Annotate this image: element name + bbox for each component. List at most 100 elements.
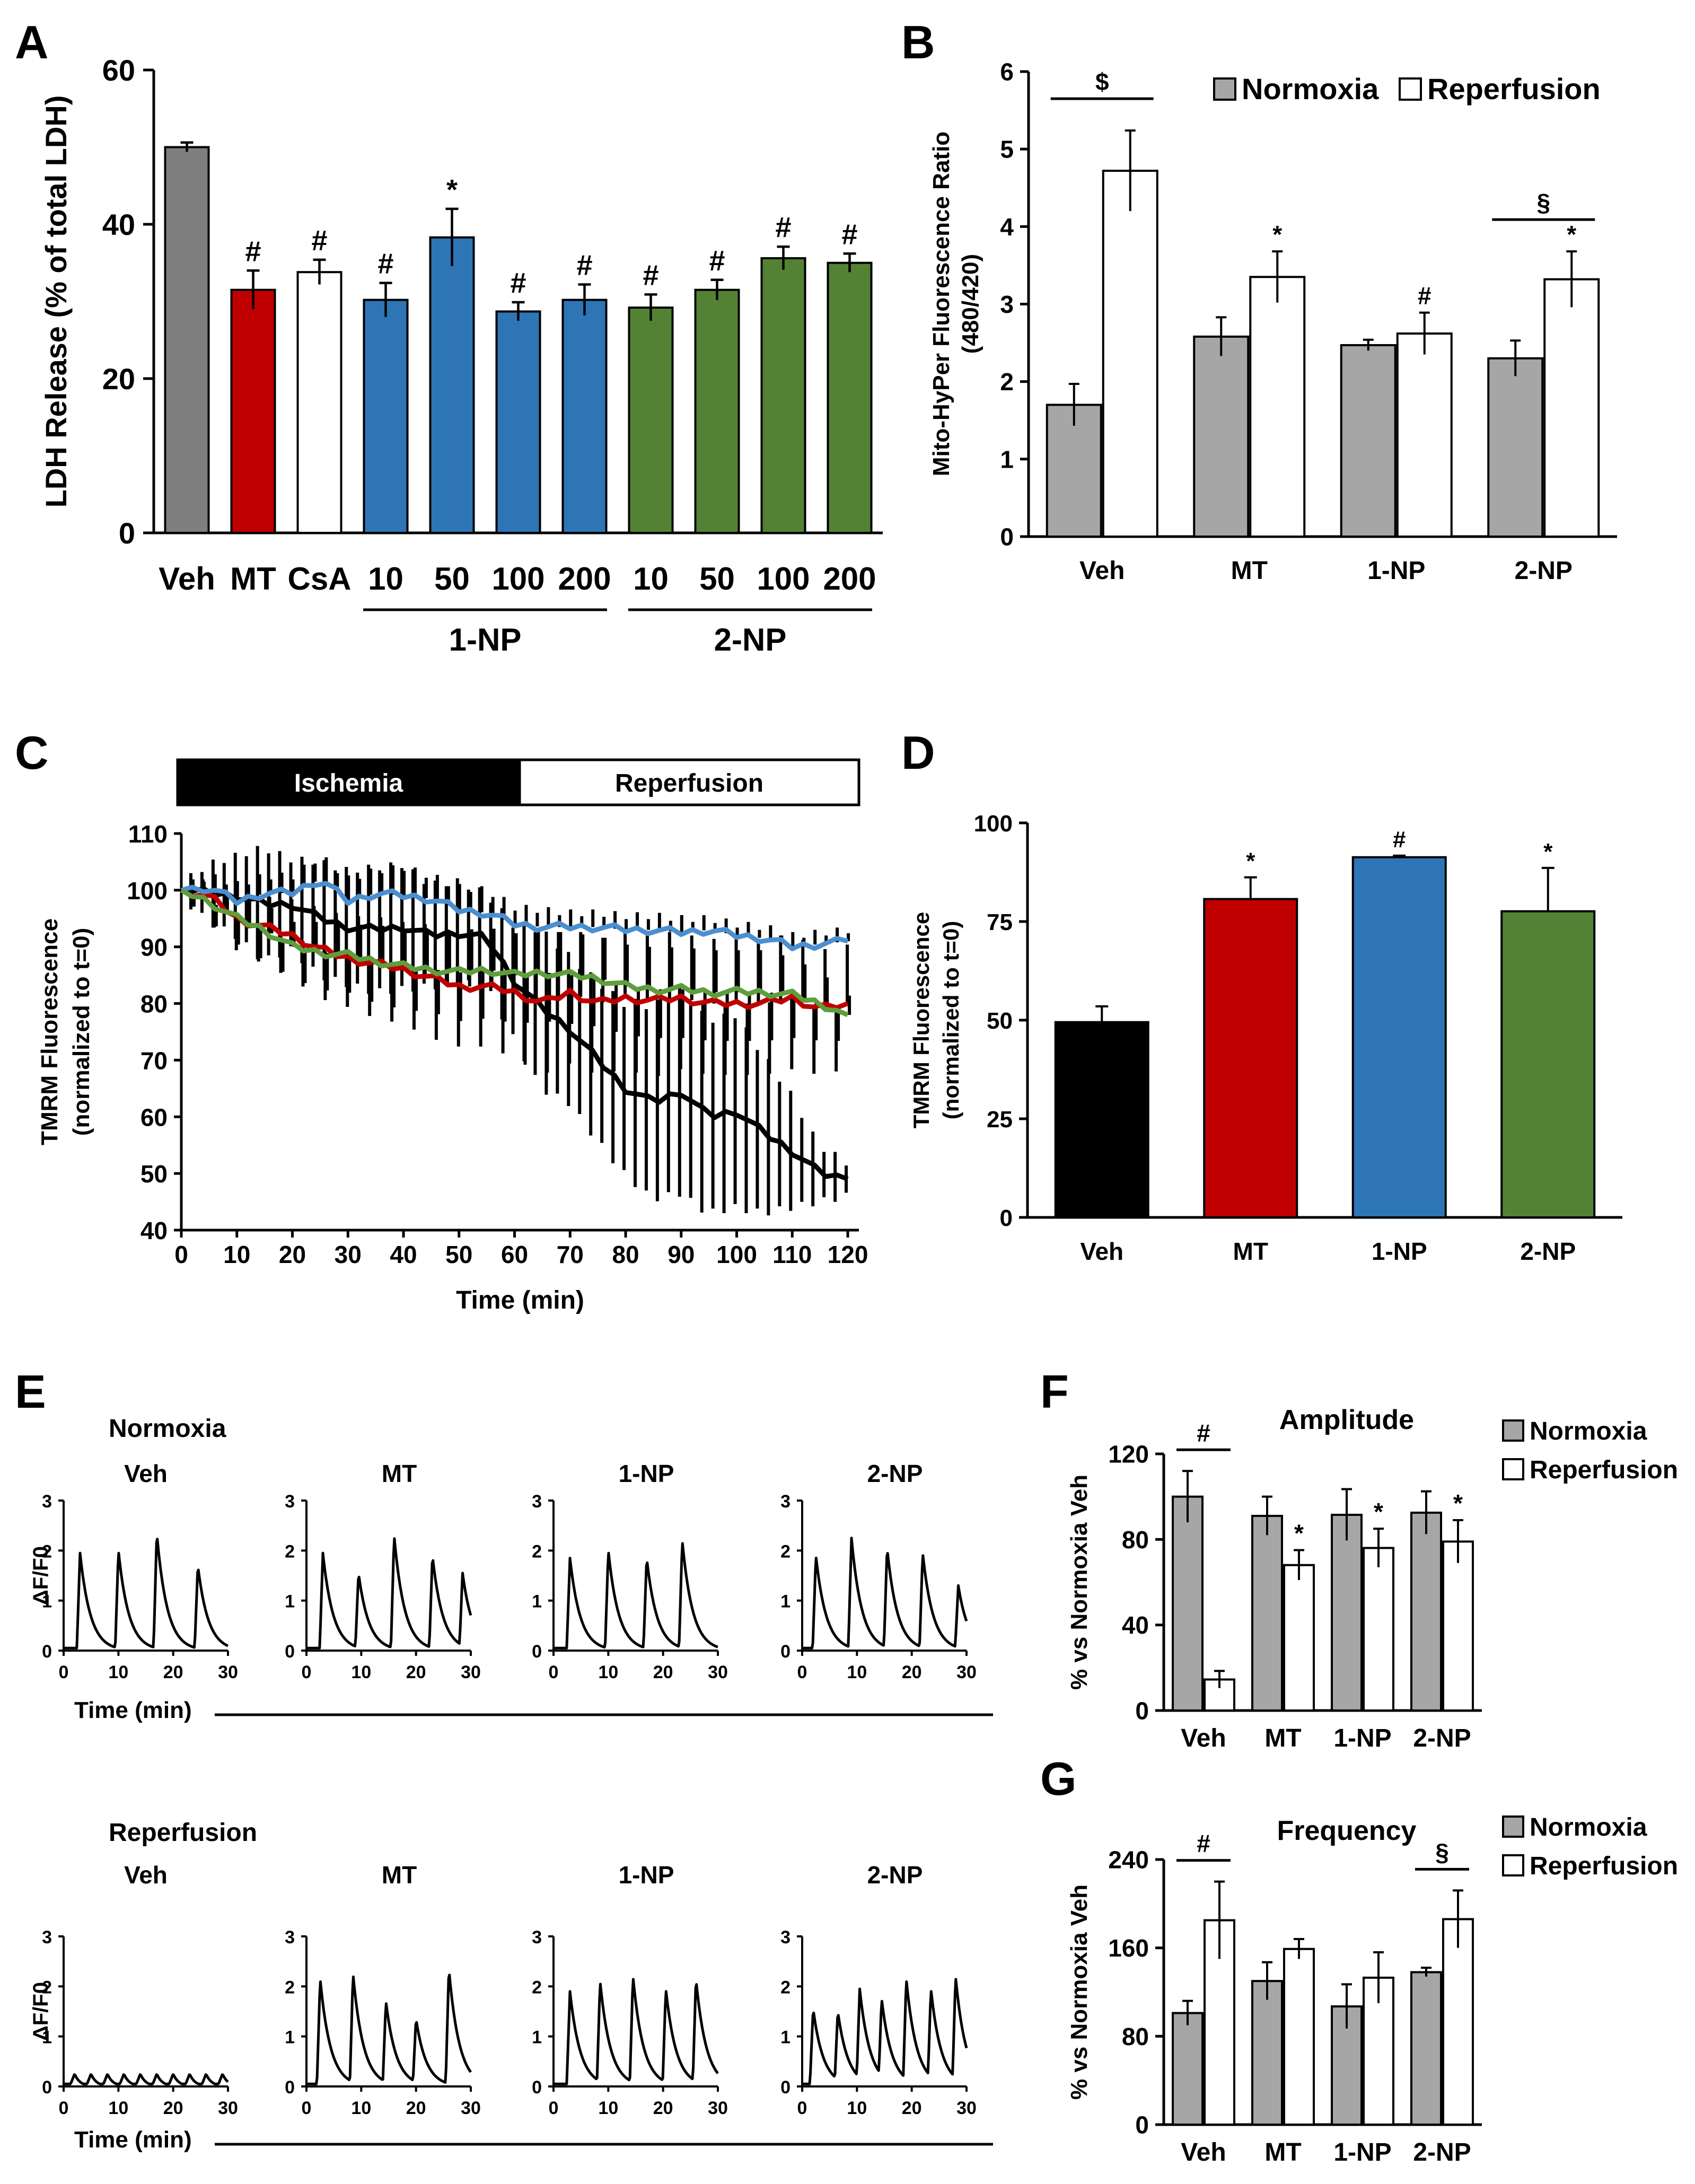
x-axis-title: Time (min) xyxy=(456,1286,584,1314)
calcium-trace-veh xyxy=(63,2073,229,2085)
trace-title: Veh xyxy=(124,1861,168,1889)
x-tick-label: 70 xyxy=(557,1241,584,1268)
legend-label-normoxia: Normoxia xyxy=(1530,1813,1647,1841)
bar-1-NP xyxy=(1351,856,1447,1218)
x-tick-label: 100 xyxy=(491,561,544,597)
bracket-mark: § xyxy=(1435,1838,1449,1866)
significance-mark: # xyxy=(709,245,725,277)
x-tick-label: 30 xyxy=(956,1662,977,1682)
x-tick-label: 30 xyxy=(708,2098,728,2118)
x-tick-label: 60 xyxy=(501,1241,528,1268)
calcium-trace-2-np xyxy=(802,1978,968,2085)
bar-2-NP-normoxia xyxy=(1410,1971,1442,2126)
bar-200 xyxy=(561,299,608,534)
y-tick-label: 3 xyxy=(780,1927,791,1948)
y-tick-label: 2 xyxy=(532,1977,542,1997)
trace-title: 2-NP xyxy=(867,1861,923,1889)
significance-mark: * xyxy=(1543,839,1553,865)
legend-swatch-normoxia xyxy=(1502,1815,1524,1838)
bar-Veh-normoxia xyxy=(1172,1495,1204,1712)
significance-mark: # xyxy=(377,248,393,280)
x-tick-label: 40 xyxy=(390,1241,417,1268)
bar-Veh-normoxia xyxy=(1172,2012,1204,2126)
y-tick-label: 0 xyxy=(285,2077,295,2098)
x-tick-label: 100 xyxy=(716,1241,757,1268)
y-tick-label: 0 xyxy=(1135,2111,1149,2139)
x-tick-label: 10 xyxy=(847,1662,867,1682)
x-tick-label: 50 xyxy=(445,1241,472,1268)
x-tick-label: 10 xyxy=(633,561,669,597)
x-tick-label: 10 xyxy=(368,561,403,597)
x-tick-label: 110 xyxy=(772,1241,812,1268)
trace-title: 1-NP xyxy=(619,1861,674,1889)
bar-1-NP-normoxia xyxy=(1340,344,1397,538)
y-tick-label: 110 xyxy=(128,820,168,848)
x-tick-label: 30 xyxy=(708,1662,728,1682)
x-tick-label: 30 xyxy=(218,1662,238,1682)
y-axis-title: (480/420) xyxy=(958,254,983,354)
y-tick-label: 1 xyxy=(532,2028,542,2048)
x-tick-label: 0 xyxy=(549,2098,559,2118)
y-axis-title: % vs Normoxia Veh xyxy=(1066,1475,1092,1690)
x-tick-label: 10 xyxy=(108,2098,128,2118)
x-tick-label: 30 xyxy=(218,2098,238,2118)
x-tick-label: 0 xyxy=(302,2098,312,2118)
calcium-trace-2-np xyxy=(802,1537,968,1650)
x-tick-label: 0 xyxy=(59,2098,69,2118)
x-axis-title: Time (min) xyxy=(74,1697,192,1723)
y-axis-title: ΔF/F0 xyxy=(29,1982,52,2041)
y-tick-label: 1 xyxy=(532,1592,542,1612)
y-tick-label: 0 xyxy=(1000,523,1014,551)
x-tick-label: 10 xyxy=(598,2098,618,2118)
y-axis-title: % vs Normoxia Veh xyxy=(1066,1884,1092,2100)
bar-CsA xyxy=(296,271,342,534)
x-tick-label: 0 xyxy=(59,1662,69,1682)
x-tick-label: 90 xyxy=(668,1241,695,1268)
x-tick-label: 120 xyxy=(828,1241,868,1268)
x-tick-label: 20 xyxy=(902,1662,922,1682)
panel-letter-a: A xyxy=(15,16,49,68)
x-tick-label: MT xyxy=(1264,1724,1301,1752)
y-tick-label: 0 xyxy=(285,1642,295,1662)
x-tick-label: Veh xyxy=(1181,1724,1226,1752)
y-tick-label: 0 xyxy=(119,516,135,550)
bar-Veh-normoxia xyxy=(1046,404,1102,538)
significance-mark: * xyxy=(1294,1520,1304,1547)
x-tick-label: Veh xyxy=(159,561,215,597)
significance-mark: # xyxy=(1393,827,1406,853)
y-axis-title: Mito-HyPer Fluorescence Ratio xyxy=(928,131,954,476)
y-axis-title: (normalized to t=0) xyxy=(938,921,963,1120)
x-tick-label: 20 xyxy=(163,2098,183,2118)
calcium-trace-mt xyxy=(306,1974,472,2085)
y-tick-label: 2 xyxy=(285,1977,295,1997)
x-tick-label: MT xyxy=(230,561,276,597)
y-tick-label: 40 xyxy=(140,1217,168,1244)
y-tick-label: 25 xyxy=(987,1107,1013,1133)
bar-MT-normoxia xyxy=(1193,335,1250,538)
y-axis-title: LDH Release (% of total LDH) xyxy=(39,95,73,508)
y-axis-title: TMRM Fluorescence xyxy=(909,912,934,1128)
bar-200 xyxy=(827,261,873,534)
group-label: 2-NP xyxy=(714,622,787,657)
panel-letter-e: E xyxy=(15,1365,46,1418)
y-tick-label: 2 xyxy=(1000,368,1014,396)
chart-title: Amplitude xyxy=(1279,1405,1414,1435)
y-tick-label: 60 xyxy=(102,54,135,87)
bracket-mark: § xyxy=(1536,189,1550,216)
y-tick-label: 2 xyxy=(285,1541,295,1562)
calcium-trace-veh xyxy=(63,1538,229,1650)
x-tick-label: 80 xyxy=(612,1241,639,1268)
y-tick-label: 1 xyxy=(42,1592,52,1612)
x-tick-label: 10 xyxy=(351,1662,371,1682)
significance-mark: # xyxy=(576,249,592,281)
bar-100 xyxy=(760,257,806,534)
x-tick-label: 30 xyxy=(335,1241,362,1268)
x-tick-label: MT xyxy=(1264,2138,1301,2167)
bar-MT-normoxia xyxy=(1251,1980,1283,2126)
bar-2-NP-reperfusion xyxy=(1442,1918,1474,2126)
bar-50 xyxy=(694,288,740,534)
phase-label-reperfusion: Reperfusion xyxy=(615,769,763,797)
y-tick-label: 3 xyxy=(42,1927,52,1948)
significance-mark: * xyxy=(1272,221,1282,248)
